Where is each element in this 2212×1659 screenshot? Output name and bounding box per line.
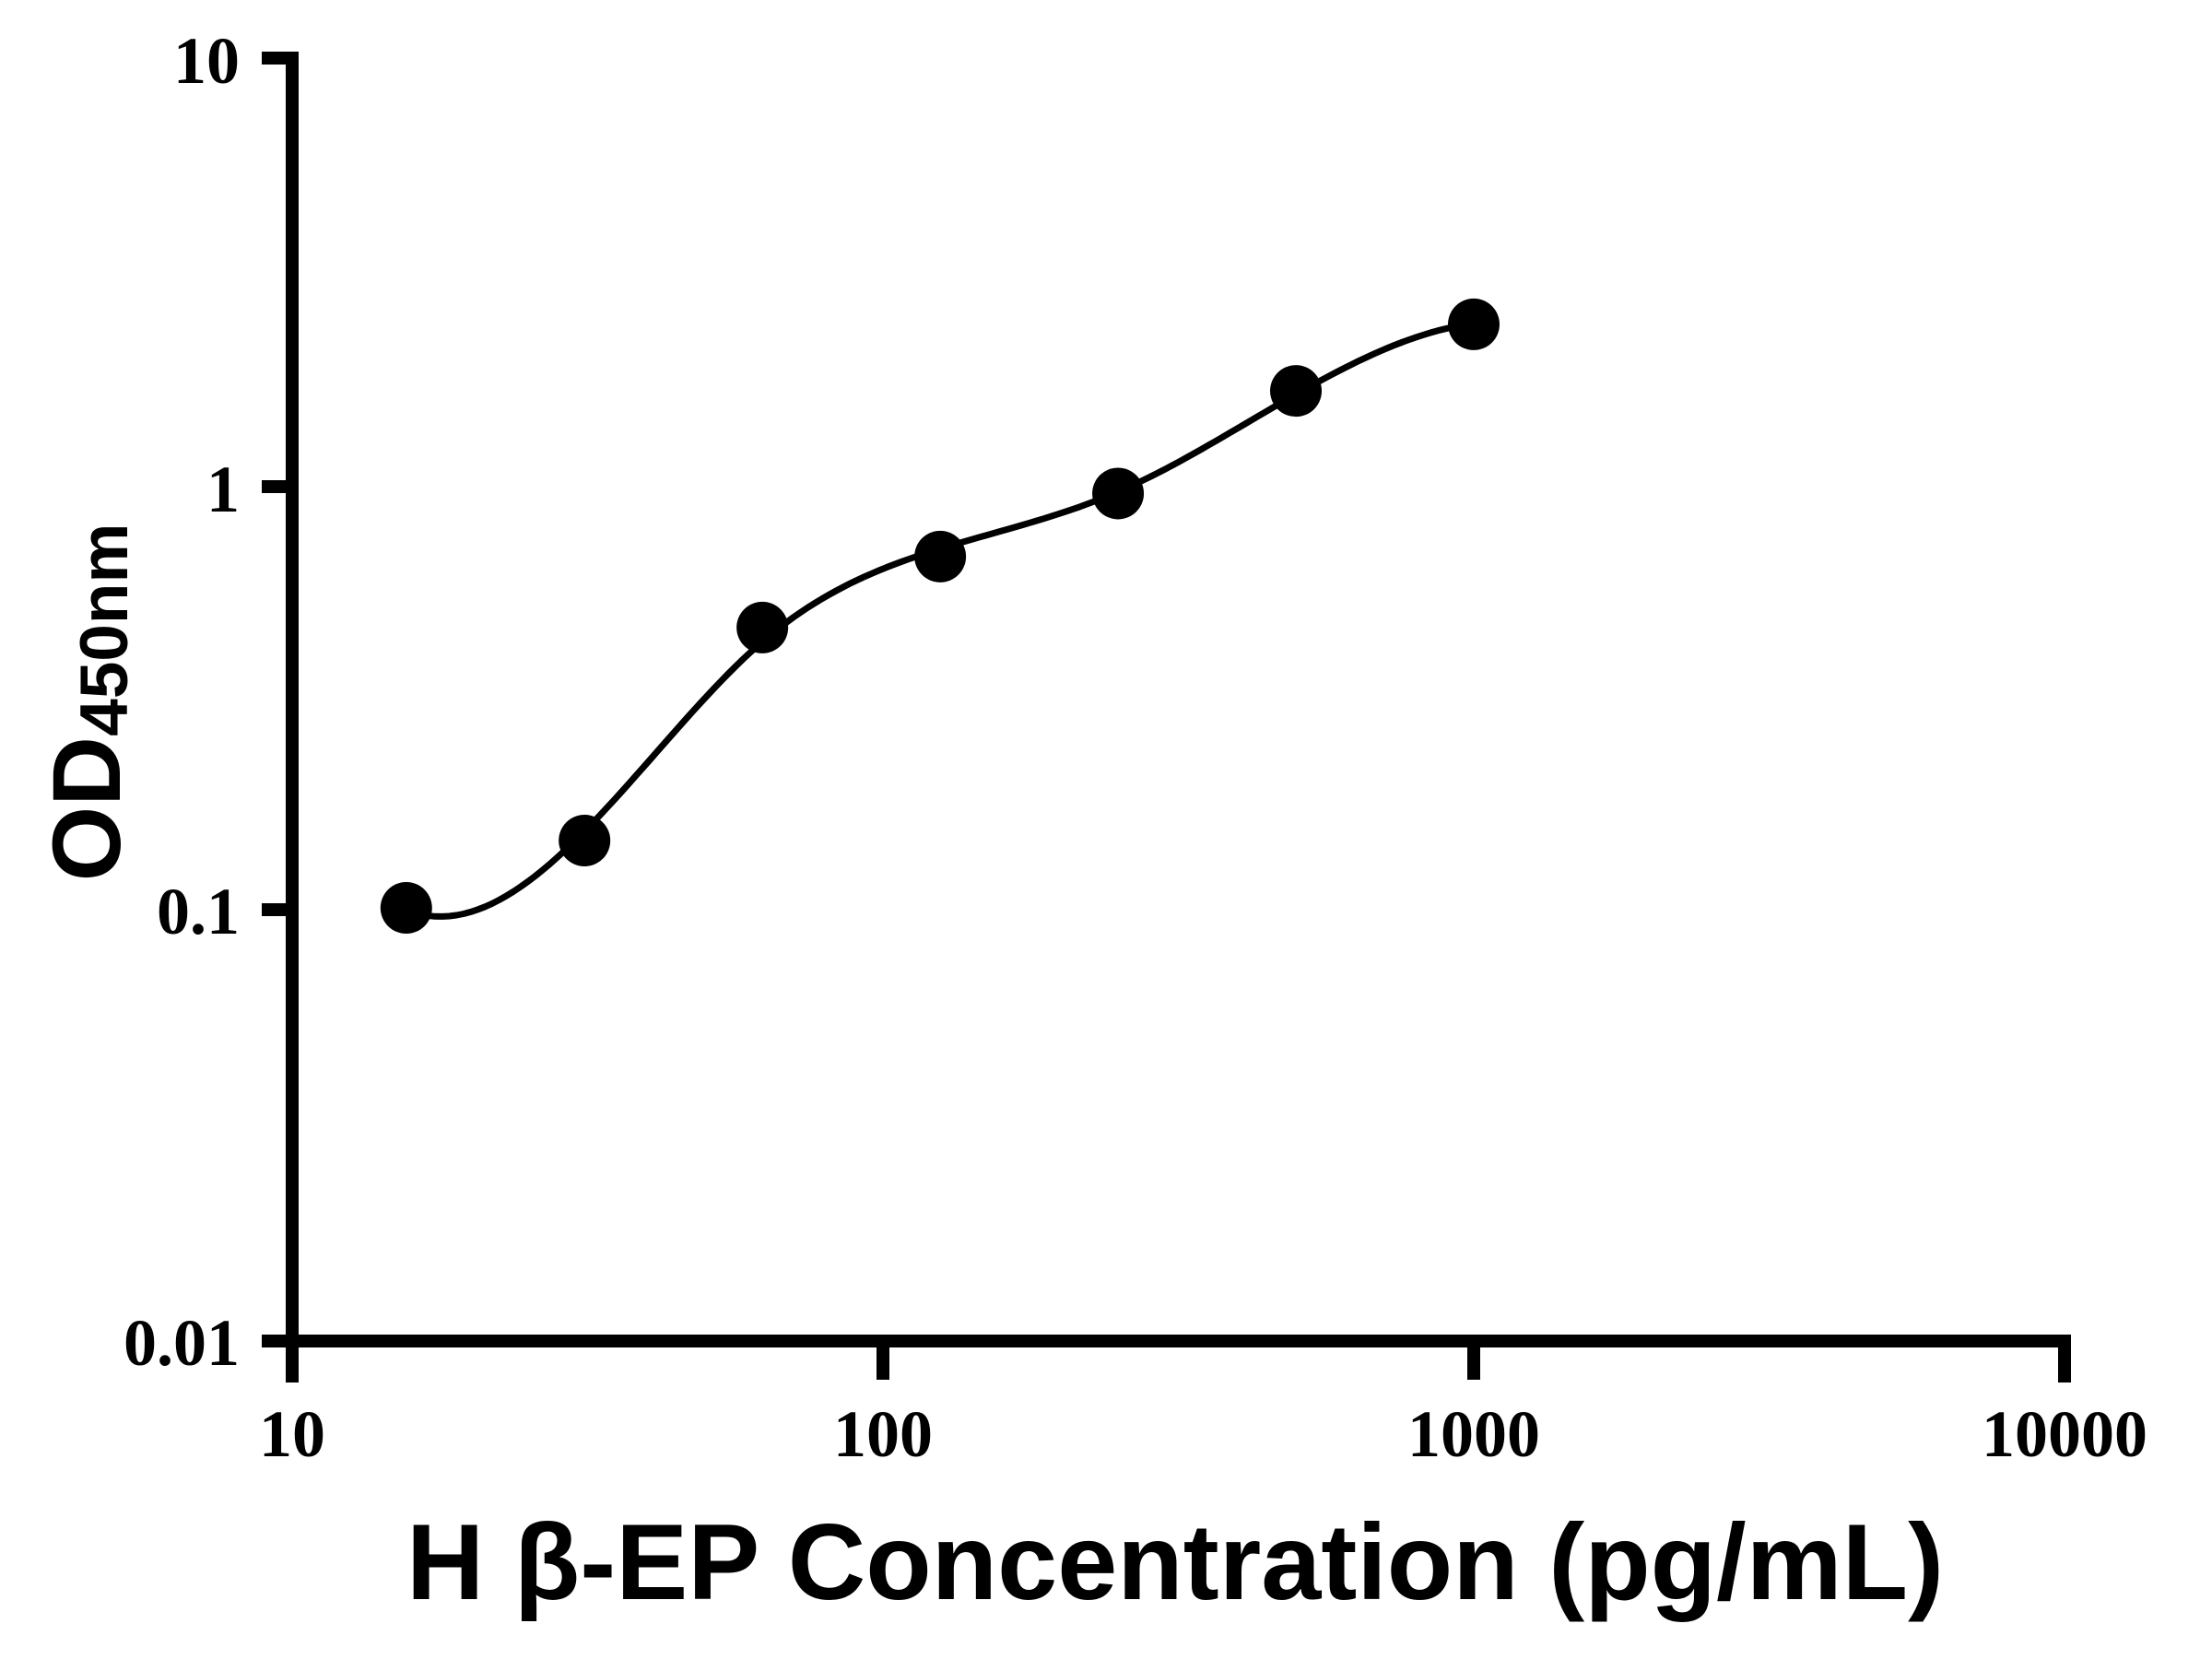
svg-text:1: 1 — [206, 453, 240, 526]
svg-text:10000: 10000 — [1982, 1397, 2147, 1471]
svg-text:10: 10 — [173, 24, 240, 98]
svg-text:0.1: 0.1 — [157, 875, 240, 948]
svg-text:0.01: 0.01 — [124, 1306, 240, 1380]
svg-text:H β-EP Concentration (pg/mL): H β-EP Concentration (pg/mL) — [406, 1501, 1944, 1622]
svg-text:1000: 1000 — [1407, 1397, 1540, 1471]
svg-text:10: 10 — [259, 1397, 325, 1471]
svg-text:100: 100 — [833, 1397, 933, 1471]
svg-text:OD450nm: OD450nm — [33, 524, 142, 882]
